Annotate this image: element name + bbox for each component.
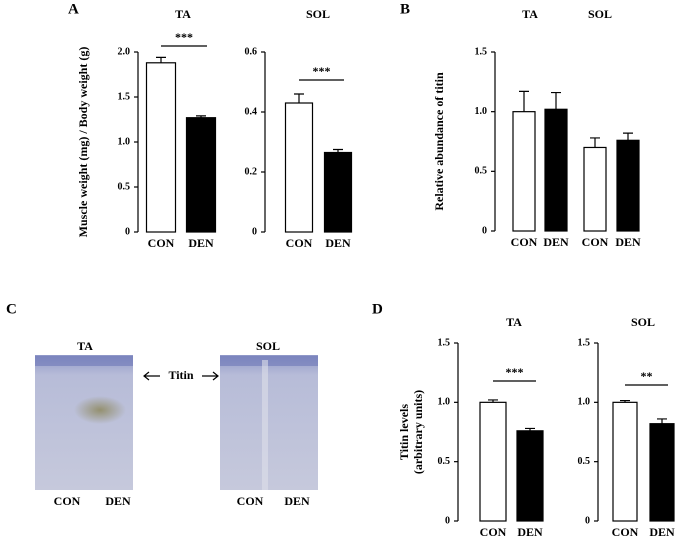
- x-tick-label: DEN: [188, 236, 214, 250]
- error-bar: [657, 418, 667, 424]
- chart-title: SOL: [631, 315, 655, 329]
- y-tick-label: 0.5: [118, 181, 131, 192]
- x-tick-label: DEN: [615, 235, 641, 249]
- gel-image: [35, 355, 133, 490]
- y-tick-label: 1.0: [475, 106, 488, 117]
- y-tick-label: 0: [482, 225, 487, 236]
- panel-label: C: [6, 301, 17, 317]
- significance-label: ***: [506, 365, 524, 379]
- bar: [583, 146, 607, 232]
- bar: [649, 423, 675, 522]
- significance-label: ***: [175, 30, 193, 44]
- x-tick-label: DEN: [325, 236, 351, 250]
- error-bar: [294, 93, 304, 103]
- chart-title: TA: [506, 315, 522, 329]
- y-axis-label: Muscle weight (mg) / Body weight (g): [76, 47, 90, 238]
- y-axis-label: Relative abundance of titin: [432, 72, 446, 211]
- x-tick-label: DEN: [649, 525, 675, 539]
- y-tick-label: 1.0: [118, 136, 131, 147]
- lane-label: DEN: [284, 494, 310, 508]
- y-tick-label: 2.0: [118, 46, 131, 57]
- x-tick-label: DEN: [517, 525, 543, 539]
- y-tick-label: 1.5: [438, 337, 451, 348]
- error-bar: [519, 90, 529, 112]
- y-tick-label: 1.5: [475, 46, 488, 57]
- panel-label: B: [400, 1, 410, 17]
- y-tick-label: 0.4: [245, 106, 258, 117]
- error-bar: [156, 56, 166, 63]
- x-tick-label: CON: [286, 236, 313, 250]
- bar: [512, 111, 536, 232]
- bar: [612, 401, 638, 522]
- y-tick-label: 1.0: [438, 397, 451, 408]
- group-label: SOL: [588, 7, 612, 21]
- y-tick-label: 0.6: [245, 46, 258, 57]
- panel-label: A: [68, 1, 79, 17]
- y-axis-label: Titin levels: [397, 404, 411, 460]
- error-bar: [333, 148, 343, 153]
- error-bar: [551, 91, 561, 110]
- x-tick-label: CON: [511, 235, 538, 249]
- x-tick-label: DEN: [543, 235, 569, 249]
- y-tick-label: 0: [252, 226, 257, 237]
- panel-label: D: [372, 301, 383, 317]
- bar: [544, 108, 568, 232]
- bar: [185, 117, 217, 233]
- gel-image: [220, 355, 318, 490]
- y-tick-label: 0: [125, 226, 130, 237]
- bar: [145, 62, 177, 233]
- x-tick-label: CON: [582, 235, 609, 249]
- y-tick-label: 0.5: [438, 456, 451, 467]
- error-bar: [196, 115, 206, 118]
- gel-title: TA: [77, 339, 93, 353]
- y-tick-label: 0.5: [475, 166, 488, 177]
- y-axis-label: (arbitrary units): [411, 390, 425, 474]
- gel-title: SOL: [256, 339, 280, 353]
- lane-label: DEN: [105, 494, 131, 508]
- band-arrow: [143, 371, 219, 381]
- bar: [616, 139, 640, 232]
- significance-label: ***: [313, 64, 331, 78]
- error-bar: [623, 132, 633, 141]
- gel-smear: [74, 396, 126, 424]
- error-bar: [488, 399, 498, 403]
- y-tick-label: 1.5: [578, 337, 591, 348]
- x-tick-label: CON: [148, 236, 175, 250]
- bar: [284, 102, 314, 233]
- lane-label: CON: [54, 494, 81, 508]
- significance-label: **: [641, 369, 653, 383]
- error-bar: [525, 427, 535, 431]
- gel: TA SOL Titin CON DEN CON DEN: [35, 339, 318, 508]
- x-tick-label: CON: [612, 525, 639, 539]
- y-tick-label: 0: [445, 515, 450, 526]
- y-tick-label: 1.0: [578, 397, 591, 408]
- error-bar: [590, 137, 600, 148]
- group-label: TA: [522, 7, 538, 21]
- bar: [323, 151, 353, 233]
- chart-title: TA: [175, 7, 191, 21]
- gel-band: [220, 356, 318, 366]
- y-tick-label: 0.2: [245, 166, 258, 177]
- y-tick-label: 0: [585, 515, 590, 526]
- x-tick-label: CON: [480, 525, 507, 539]
- bar: [516, 430, 544, 522]
- band-label: Titin: [168, 368, 193, 382]
- chart-title: SOL: [306, 7, 330, 21]
- bar: [479, 401, 507, 522]
- error-bar: [620, 399, 630, 403]
- y-tick-label: 0.5: [578, 456, 591, 467]
- gel-lane-gap: [262, 360, 268, 490]
- lane-label: CON: [237, 494, 264, 508]
- gel-band: [35, 356, 133, 366]
- y-tick-label: 1.5: [118, 91, 131, 102]
